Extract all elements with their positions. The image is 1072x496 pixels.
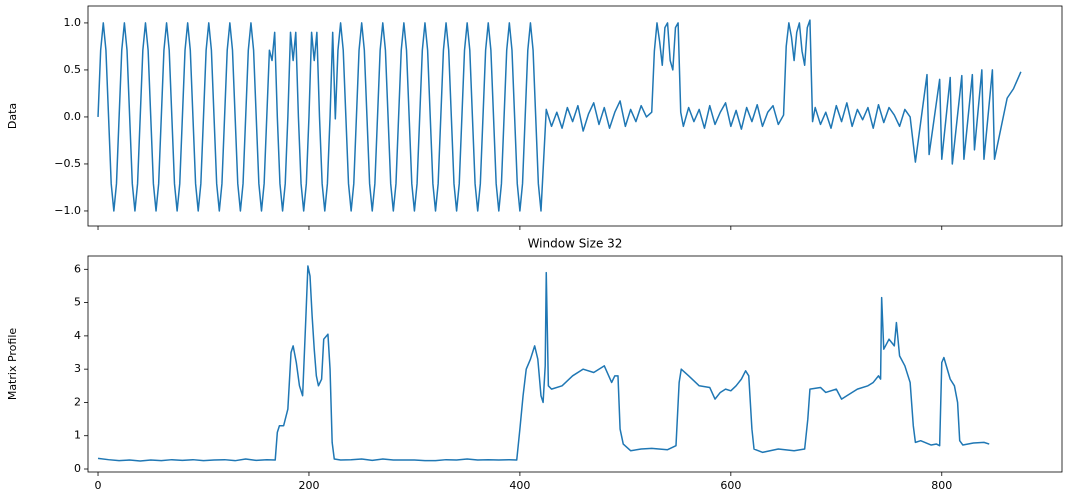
plot-frame [87, 5, 1063, 227]
y-axis-label: Data [6, 103, 19, 129]
x-tick-label: 600 [720, 479, 741, 492]
data-line [97, 19, 1022, 212]
y-axis-label: Matrix Profile [6, 328, 19, 401]
y-tick-label: 0 [74, 462, 81, 475]
x-tick-label: 800 [931, 479, 952, 492]
y-tick-label: 0.5 [64, 63, 82, 76]
y-tick-label: 1.0 [64, 16, 82, 29]
y-tick-label: −1.0 [54, 204, 81, 217]
y-tick-label: 5 [74, 296, 81, 309]
x-tick-label: 200 [298, 479, 319, 492]
y-tick-label: 0.0 [64, 110, 82, 123]
y-tick-label: 6 [74, 262, 81, 275]
y-tick-label: 2 [74, 395, 81, 408]
chart-title: Window Size 32 [528, 237, 623, 251]
x-tick-label: 0 [95, 479, 102, 492]
y-tick-label: −0.5 [54, 157, 81, 170]
y-tick-label: 3 [74, 362, 81, 375]
x-tick-label: 400 [509, 479, 530, 492]
y-tick-label: 4 [74, 329, 81, 342]
y-tick-label: 1 [74, 429, 81, 442]
data-line [97, 265, 990, 462]
plot-frame [87, 255, 1063, 473]
